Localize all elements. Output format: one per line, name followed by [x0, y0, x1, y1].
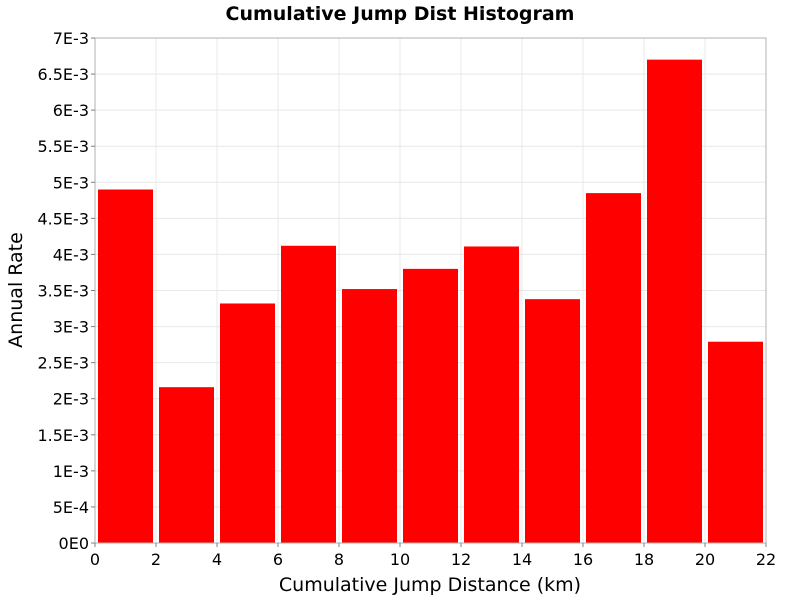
x-axis-ticks: 0 2 4 6 8 10 12 14 16 18 20 22 — [90, 543, 776, 569]
y-tick-label: 0E0 — [59, 534, 89, 553]
histogram-bar — [525, 299, 580, 543]
x-tick-label: 6 — [273, 550, 283, 569]
y-tick-label: 3E-3 — [53, 318, 89, 337]
y-tick-label: 6.5E-3 — [37, 65, 89, 84]
x-tick-label: 18 — [634, 550, 654, 569]
histogram-bar — [708, 341, 763, 543]
x-tick-label: 22 — [756, 550, 776, 569]
y-tick-label: 1E-3 — [53, 462, 89, 481]
chart-title: Cumulative Jump Dist Histogram — [226, 3, 575, 25]
y-tick-label: 5E-3 — [53, 173, 89, 192]
histogram-bar — [281, 245, 336, 543]
x-tick-label: 16 — [573, 550, 593, 569]
bars — [98, 59, 763, 544]
x-tick-label: 14 — [512, 550, 532, 569]
histogram-bar — [159, 387, 214, 543]
x-tick-label: 4 — [212, 550, 222, 569]
histogram-bar — [647, 59, 702, 544]
y-tick-label: 2E-3 — [53, 390, 89, 409]
y-axis-ticks: 0E0 5E-4 1E-3 1.5E-3 2E-3 2.5E-3 3E-3 3.5E-3 4E-… — [37, 29, 95, 553]
y-tick-label: 4.5E-3 — [37, 209, 89, 228]
y-tick-label: 6E-3 — [53, 101, 89, 120]
histogram-bar — [464, 246, 519, 543]
x-tick-label: 10 — [390, 550, 410, 569]
histogram-bar — [220, 303, 275, 543]
histogram-bar — [342, 289, 397, 543]
histogram-bar — [403, 268, 458, 543]
y-tick-label: 5E-4 — [53, 498, 89, 517]
x-tick-label: 20 — [695, 550, 715, 569]
y-tick-label: 4E-3 — [53, 245, 89, 264]
x-tick-label: 8 — [334, 550, 344, 569]
y-tick-label: 3.5E-3 — [37, 282, 89, 301]
y-axis-title: Annual Rate — [5, 232, 27, 348]
x-tick-label: 0 — [90, 550, 100, 569]
histogram-bar — [586, 193, 641, 543]
y-tick-label: 5.5E-3 — [37, 137, 89, 156]
y-tick-label: 7E-3 — [53, 29, 89, 48]
x-axis-title: Cumulative Jump Distance (km) — [279, 574, 581, 596]
y-tick-label: 1.5E-3 — [37, 426, 89, 445]
x-tick-label: 2 — [151, 550, 161, 569]
y-tick-label: 2.5E-3 — [37, 354, 89, 373]
histogram-bar — [98, 189, 153, 543]
x-tick-label: 12 — [451, 550, 471, 569]
